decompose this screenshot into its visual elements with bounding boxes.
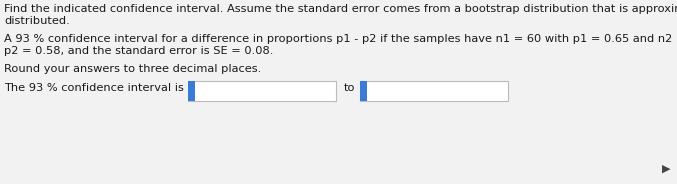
Text: Round your answers to three decimal places.: Round your answers to three decimal plac… (4, 64, 261, 74)
Text: The 93 % confidence interval is: The 93 % confidence interval is (4, 83, 184, 93)
Bar (188, 81, 336, 101)
Text: ▶: ▶ (661, 164, 670, 174)
Bar (360, 81, 367, 101)
Text: p2 = 0.58, and the standard error is SE = 0.08.: p2 = 0.58, and the standard error is SE … (4, 46, 274, 56)
Text: Find the indicated confidence interval. Assume the standard error comes from a b: Find the indicated confidence interval. … (4, 4, 677, 14)
Bar (188, 81, 195, 101)
Text: distributed.: distributed. (4, 16, 70, 26)
Bar (360, 81, 508, 101)
Text: to: to (344, 83, 355, 93)
Text: A 93 % confidence interval for a difference in proportions p1 - p2 if the sample: A 93 % confidence interval for a differe… (4, 34, 677, 44)
